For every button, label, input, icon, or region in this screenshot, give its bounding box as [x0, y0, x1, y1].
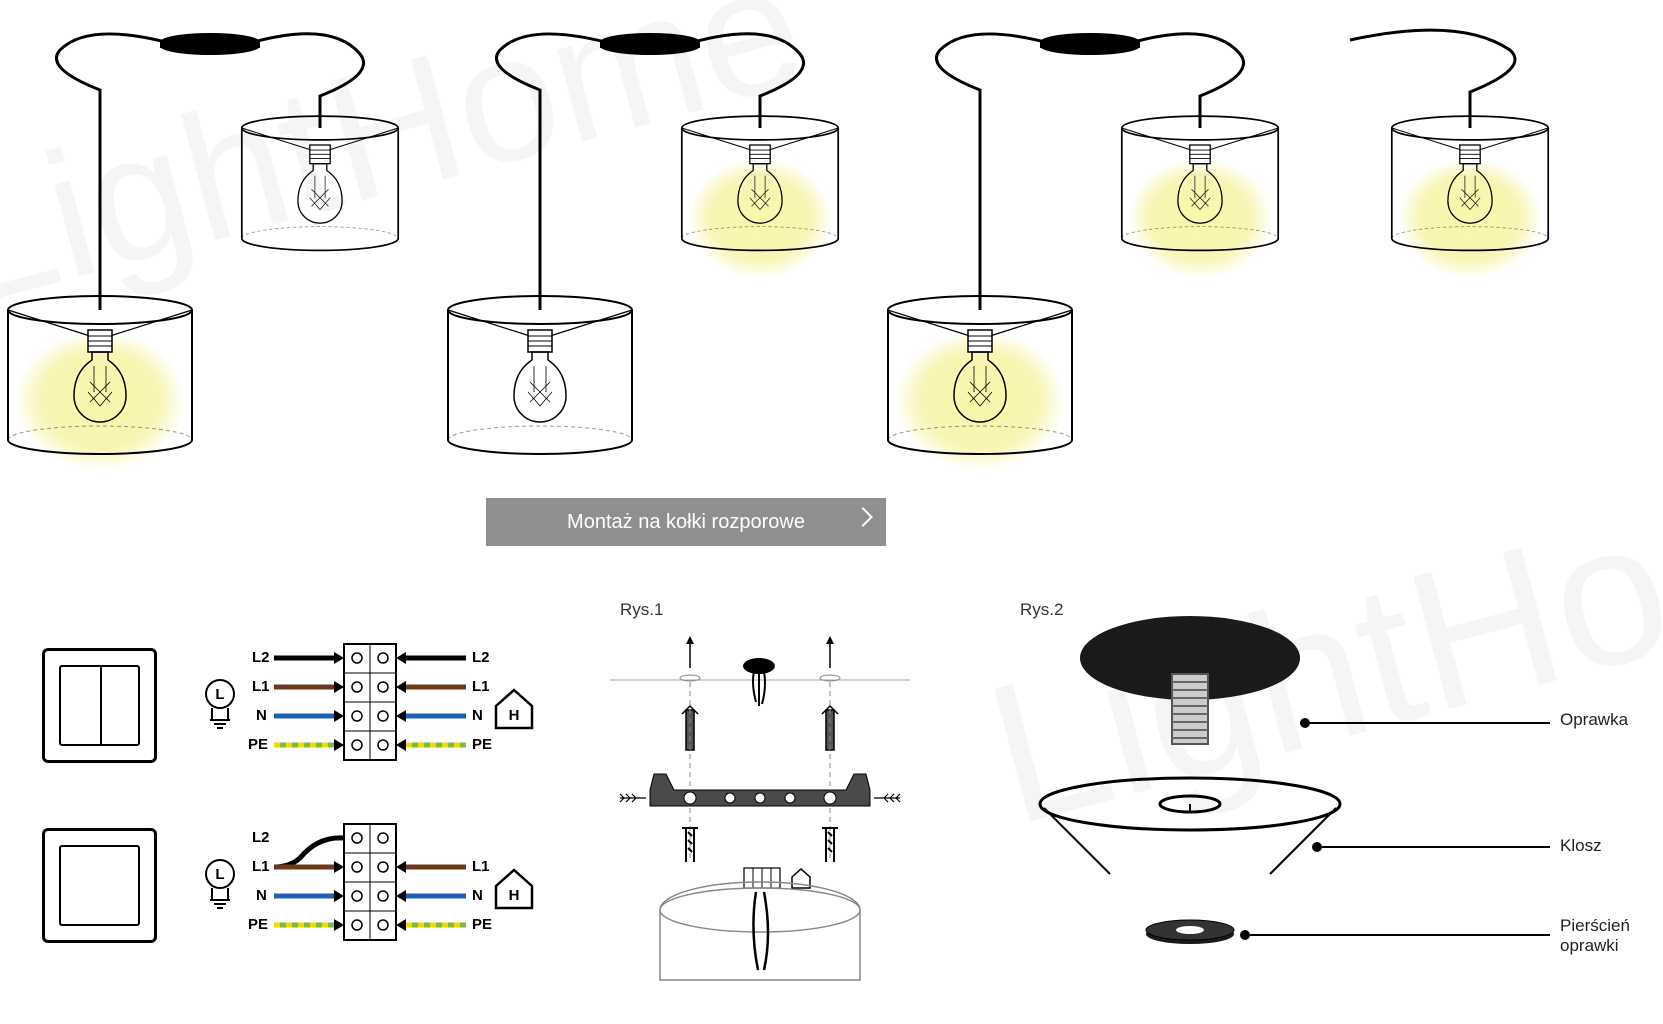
svg-text:L1: L1	[252, 858, 270, 875]
svg-text:PE: PE	[248, 736, 268, 753]
svg-text:L1: L1	[252, 678, 270, 695]
leader-line	[1322, 846, 1550, 848]
figure-1-diagram	[580, 610, 940, 990]
svg-text:N: N	[472, 887, 483, 904]
lamp-svg	[0, 10, 1663, 490]
leader-line	[1310, 722, 1550, 724]
part-label-klosz: Klosz	[1560, 836, 1602, 856]
single-switch-icon	[42, 828, 157, 943]
leader-line	[1250, 934, 1550, 936]
double-switch-icon	[42, 648, 157, 763]
figure-2-diagram	[1000, 604, 1380, 984]
instruction-section: L H	[0, 590, 1663, 1010]
svg-text:PE: PE	[472, 736, 492, 753]
wiring-diagram-single: L H L2	[200, 818, 540, 963]
svg-text:L: L	[215, 866, 224, 883]
svg-text:L2: L2	[252, 829, 270, 846]
wiring-diagram-double: L H	[200, 638, 540, 783]
svg-text:H: H	[509, 707, 520, 724]
svg-text:N: N	[256, 707, 267, 724]
svg-text:L1: L1	[472, 858, 490, 875]
mounting-banner[interactable]: Montaż na kołki rozporowe	[486, 498, 886, 546]
svg-text:L2: L2	[252, 649, 270, 666]
banner-label: Montaż na kołki rozporowe	[567, 511, 805, 534]
svg-text:N: N	[472, 707, 483, 724]
svg-text:PE: PE	[248, 916, 268, 933]
svg-text:H: H	[509, 887, 520, 904]
part-label-oprawka: Oprawka	[1560, 710, 1628, 730]
svg-text:L1: L1	[472, 678, 490, 695]
svg-text:N: N	[256, 887, 267, 904]
leader-dot	[1300, 718, 1310, 728]
leader-dot	[1240, 930, 1250, 940]
part-label-pierscien: Pierścień oprawki	[1560, 916, 1663, 955]
chevron-right-icon	[853, 507, 873, 527]
svg-text:PE: PE	[472, 916, 492, 933]
lamp-illustration-row	[0, 10, 1663, 480]
leader-dot	[1312, 842, 1322, 852]
svg-text:L2: L2	[472, 649, 490, 666]
svg-text:L: L	[215, 686, 224, 703]
